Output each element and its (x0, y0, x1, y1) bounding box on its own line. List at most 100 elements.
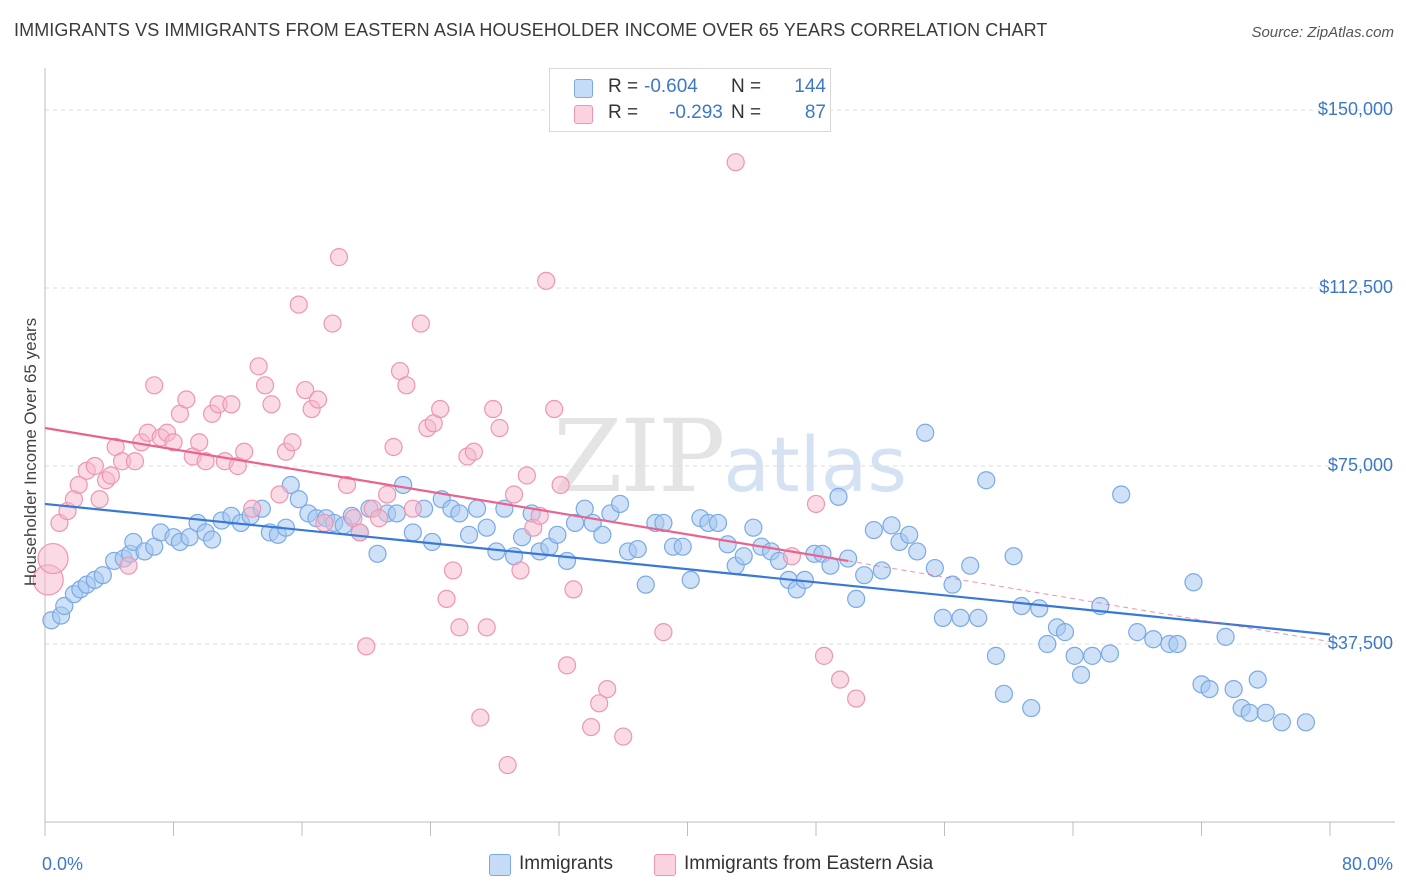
data-point-immigrants (1168, 634, 1187, 654)
trend-line-immigrants (44, 502, 1331, 636)
data-point-eastern-asia (222, 395, 241, 414)
data-point-immigrants (1071, 665, 1091, 684)
data-point-immigrants (994, 684, 1014, 703)
zipatlas-watermark: ZIPatlas (553, 398, 907, 515)
r-value: -0.604 (644, 76, 698, 97)
trend-lines (44, 426, 1331, 643)
data-point-immigrants (1012, 596, 1031, 616)
data-point-eastern-asia (411, 314, 430, 333)
data-point-immigrants (1256, 703, 1275, 722)
data-point-immigrants (969, 608, 988, 627)
legend-swatch-blue (489, 854, 511, 876)
data-point-eastern-asia (582, 717, 601, 737)
data-point-eastern-asia (101, 466, 120, 485)
data-point-immigrants (1216, 627, 1235, 646)
data-point-immigrants (1038, 634, 1057, 654)
data-point-immigrants (628, 539, 647, 559)
data-point-eastern-asia (296, 380, 315, 400)
data-point-immigrants (55, 596, 74, 616)
series-eastern-asia-points (32, 153, 866, 775)
tick-labels: $37,500 $75,000 $112,500 $150,000 0.0% 80.0% H… (21, 99, 1393, 874)
data-point-immigrants (925, 558, 944, 578)
data-point-eastern-asia (498, 755, 517, 775)
data-point-eastern-asia (90, 490, 109, 509)
data-point-eastern-asia (437, 589, 456, 608)
r-label: R = (608, 102, 639, 123)
data-point-immigrants (450, 504, 469, 523)
data-point-eastern-asia (255, 376, 275, 395)
x-tick-label: 0.0% (42, 854, 83, 874)
data-point-eastern-asia (590, 694, 609, 713)
data-point-immigrants (908, 542, 927, 561)
data-point-eastern-asia (125, 452, 145, 471)
data-point-eastern-asia (814, 646, 834, 665)
data-point-immigrants (718, 535, 737, 554)
data-point-immigrants (202, 530, 222, 549)
data-point-eastern-asia (164, 433, 183, 452)
data-point-eastern-asia (315, 513, 334, 533)
data-point-immigrants (847, 589, 866, 608)
data-point-eastern-asia (85, 456, 104, 476)
trend-line-eastern-asia-extension (848, 560, 1331, 643)
data-point-immigrants (943, 575, 962, 594)
data-point-immigrants (1100, 644, 1120, 663)
data-point-immigrants (986, 646, 1006, 665)
data-point-immigrants (1240, 703, 1259, 722)
data-point-immigrants (839, 549, 858, 568)
data-point-eastern-asia (464, 442, 483, 461)
data-point-immigrants (636, 575, 655, 594)
data-point-immigrants (1004, 547, 1023, 566)
data-point-eastern-asia (443, 561, 463, 580)
y-tick-label: $75,000 (1328, 455, 1393, 475)
data-point-eastern-asia (384, 437, 403, 457)
chart-title: IMMIGRANTS VS IMMIGRANTS FROM EASTERN AS… (14, 20, 1048, 40)
data-point-eastern-asia (249, 357, 268, 376)
data-point-immigrants (557, 551, 577, 571)
data-point-immigrants (289, 490, 308, 509)
data-point-immigrants (1248, 670, 1267, 689)
data-point-immigrants (610, 494, 630, 514)
data-point-eastern-asia (614, 727, 633, 746)
n-value: 87 (804, 102, 826, 123)
data-point-immigrants (744, 518, 763, 537)
data-point-immigrants (961, 556, 980, 575)
data-point-immigrants (1224, 679, 1243, 699)
data-point-eastern-asia (490, 418, 509, 438)
y-tick-label: $37,500 (1328, 633, 1393, 653)
n-label: N = (731, 102, 762, 123)
data-point-immigrants (565, 513, 585, 533)
data-point-immigrants (1065, 646, 1084, 665)
legend-label: Immigrants (519, 853, 613, 874)
data-point-immigrants (548, 525, 567, 544)
data-point-eastern-asia (397, 376, 416, 395)
data-point-immigrants (673, 537, 692, 556)
correlation-legend: R = -0.604 N = 144 R = -0.293 N = 87 (549, 68, 831, 132)
data-point-immigrants (387, 504, 406, 523)
data-point-immigrants (1144, 630, 1163, 649)
data-point-immigrants (681, 570, 700, 590)
data-point-eastern-asia (726, 153, 745, 172)
legend-swatch-pink (574, 105, 593, 124)
data-point-eastern-asia (654, 623, 673, 642)
y-axis-title: Householder Income Over 65 years (21, 318, 40, 586)
data-point-immigrants (1022, 698, 1041, 718)
source-label: Source: ZipAtlas.com (1251, 24, 1394, 41)
data-point-eastern-asia (598, 679, 617, 699)
data-point-eastern-asia (477, 618, 496, 637)
data-point-eastern-asia (350, 523, 369, 542)
data-point-eastern-asia (357, 637, 376, 656)
data-point-eastern-asia (69, 475, 88, 495)
data-point-immigrants (1112, 485, 1131, 504)
data-point-eastern-asia (557, 656, 577, 675)
data-point-immigrants (1272, 713, 1291, 732)
data-point-eastern-asia (145, 376, 164, 395)
data-point-eastern-asia (235, 442, 254, 461)
data-point-immigrants (477, 518, 496, 537)
data-point-immigrants (467, 499, 487, 518)
data-point-immigrants (977, 471, 996, 490)
x-tick-label: 80.0% (1342, 854, 1393, 874)
y-tick-label: $150,000 (1318, 99, 1393, 119)
data-point-eastern-asia (119, 556, 138, 575)
data-point-eastern-asia (431, 399, 450, 419)
